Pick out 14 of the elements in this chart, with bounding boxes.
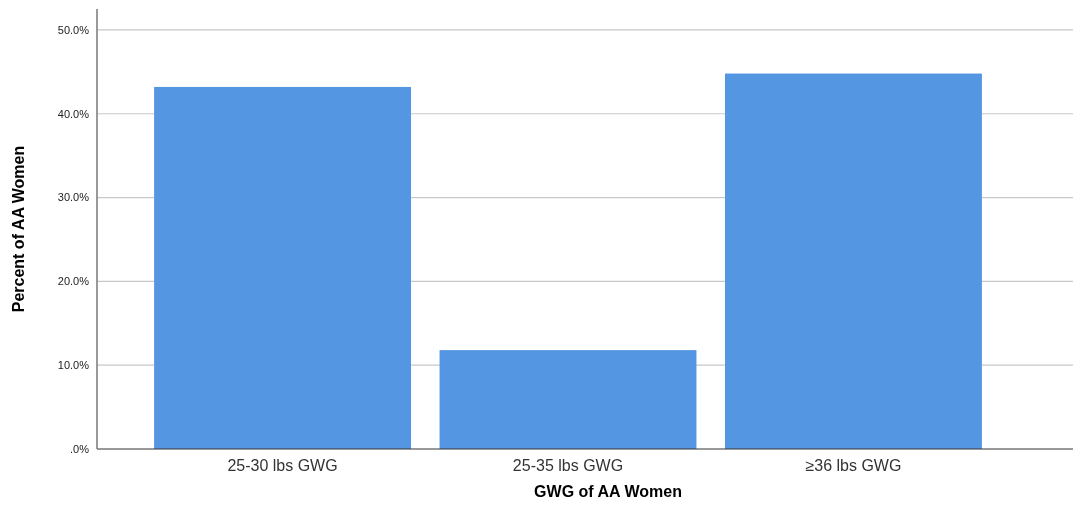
x-tick-label: ≥36 lbs GWG <box>805 457 902 474</box>
y-tick-label: .0% <box>70 442 90 455</box>
y-tick-label: 20.0% <box>57 275 90 288</box>
y-tick-label: 10.0% <box>57 359 90 372</box>
bar <box>154 86 411 449</box>
y-tick-label: 40.0% <box>57 107 90 120</box>
x-tick-label: 25-30 lbs GWG <box>227 457 338 474</box>
x-tick-label: 25-35 lbs GWG <box>512 457 624 474</box>
bar <box>725 73 982 449</box>
y-tick-label: 30.0% <box>57 191 90 204</box>
bar <box>439 350 697 449</box>
y-axis-title: Percent of AA Women <box>10 145 27 313</box>
x-axis-title: GWG of AA Women <box>534 483 682 500</box>
y-tick-label: 50.0% <box>57 23 90 36</box>
